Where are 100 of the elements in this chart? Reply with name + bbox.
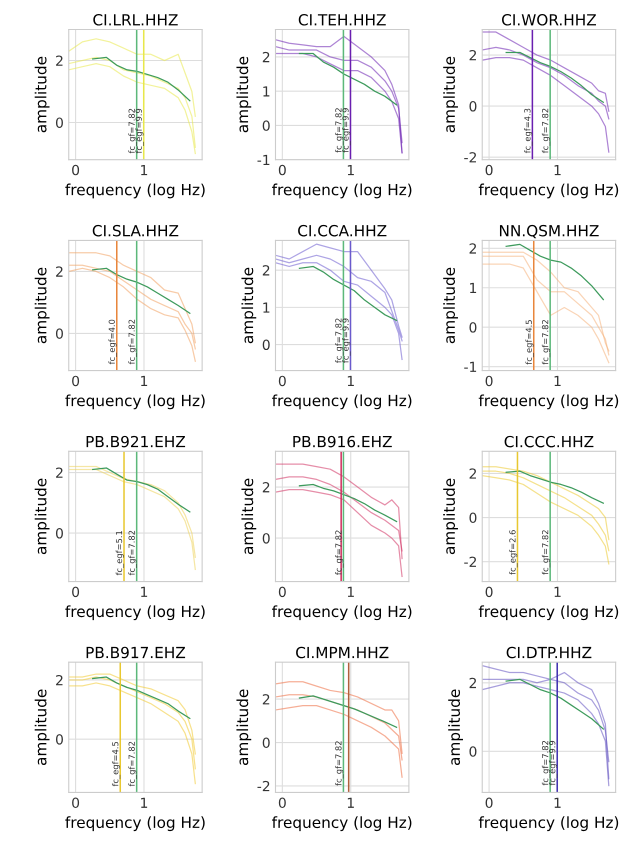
y-tick-label: 0	[469, 101, 476, 112]
chart-title: CI.SLA.HHZ	[92, 224, 178, 236]
annotation: fc_egf=9.9	[548, 740, 558, 786]
y-tick-label: 2	[470, 678, 476, 688]
chart-title: NN.QSM.HHZ	[500, 224, 599, 238]
y-axis-title: amplitude	[34, 690, 50, 766]
chart-title: CI.DTP.HHZ	[506, 646, 592, 658]
y-tick-label: 0	[262, 120, 270, 131]
x-axis-title: frequency (log Hz)	[478, 816, 618, 832]
y-axis-title: amplitude	[34, 478, 50, 554]
y-axis-title: amplitude	[34, 268, 50, 344]
y-tick-label: 1	[263, 86, 270, 96]
x-tick-label: 0	[486, 586, 493, 598]
y-tick-label: -2	[464, 152, 476, 162]
y-tick-label: 0	[262, 340, 270, 350]
x-axis-title: frequency (log Hz)	[65, 184, 205, 198]
y-tick-label: 2	[56, 467, 62, 478]
annotation: fc_gf=7.82	[335, 741, 344, 786]
x-axis-title: frequency (log Hz)	[478, 605, 618, 620]
y-axis-title: amplitude	[236, 690, 252, 766]
y-tick-label: 2	[262, 694, 270, 704]
annotation: fc_gf=7.82	[542, 320, 550, 364]
chart-title: CI.WOR.HHZ	[502, 14, 596, 26]
y-axis-title: amplitude	[443, 478, 458, 554]
x-axis-title: frequency (log Hz)	[272, 184, 412, 198]
x-tick-label: 1	[554, 376, 561, 386]
annotation: fc_egf=5.1	[116, 530, 124, 576]
x-tick-label: 0	[486, 164, 493, 176]
chart-title: CI.TEH.HHZ	[298, 14, 386, 26]
x-axis-title: frequency (log Hz)	[478, 184, 618, 198]
chart-title: CI.MPM.HHZ	[296, 646, 388, 658]
x-tick-label: 0	[72, 586, 80, 598]
x-tick-label: 1	[141, 376, 148, 386]
y-tick-label: 0	[56, 734, 63, 745]
y-tick-label: 0	[469, 322, 476, 333]
annotation: fc_egf=4.0	[108, 320, 117, 364]
y-tick-label: 1	[263, 302, 270, 313]
y-axis-title: amplitude	[236, 56, 252, 132]
annotation: fc_gf=7.82	[335, 530, 344, 575]
y-tick-label: 2	[56, 674, 62, 686]
chart-title: PB.B921.EHZ	[86, 436, 186, 448]
y-tick-label: 0	[262, 737, 270, 748]
chart-title: PB.B917.EHZ	[86, 646, 186, 658]
y-tick-label: 0	[56, 328, 63, 339]
chart-title: CI.LRL.HHZ	[93, 14, 178, 26]
y-tick-label: 2	[56, 55, 62, 66]
annotation: fc_egf=4.3	[524, 108, 532, 154]
y-axis-title: amplitude	[443, 56, 458, 132]
x-tick-label: 0	[278, 164, 286, 176]
annotation: fc_egf=4.5	[525, 320, 534, 364]
x-tick-label: 0	[486, 798, 493, 808]
y-axis-title: amplitude	[241, 478, 256, 554]
y-tick-label: 0	[262, 533, 270, 544]
annotation: fc_egf=2.6	[509, 530, 518, 575]
y-tick-label: 2	[262, 265, 270, 276]
x-axis-title: frequency (log Hz)	[272, 394, 412, 410]
annotation: fc_egf=4.5	[112, 742, 120, 786]
x-tick-label: 0	[72, 798, 80, 808]
x-axis-title: frequency (log Hz)	[65, 816, 205, 832]
y-tick-label: 2	[56, 266, 62, 277]
x-tick-label: 1	[554, 586, 561, 597]
x-tick-label: 0	[72, 376, 80, 386]
y-axis-title: amplitude	[241, 268, 256, 344]
x-tick-label: 0	[486, 376, 493, 386]
chart-title: CI.CCA.HHZ	[298, 224, 386, 236]
y-tick-label: 2	[470, 243, 476, 254]
y-tick-label: 2	[470, 50, 476, 60]
annotation: fc_gf=7.82	[335, 108, 344, 153]
y-tick-label: 2	[262, 52, 270, 62]
annotation: fc_gf=7.82	[128, 530, 137, 576]
y-tick-label: -1	[257, 154, 270, 165]
x-axis-title: frequency (log Hz)	[272, 816, 412, 832]
y-tick-label: -2	[464, 556, 476, 567]
annotation: fc_gf=7.82	[542, 740, 550, 786]
x-tick-label: 1	[554, 164, 561, 176]
annotation: fc_gf=7.82	[335, 318, 344, 363]
y-tick-label: -2	[257, 780, 270, 792]
x-tick-label: 1	[554, 798, 561, 808]
y-tick-label: -1	[464, 362, 476, 372]
x-tick-label: 1	[348, 586, 354, 597]
x-tick-label: 1	[348, 376, 354, 386]
x-axis-title: frequency (log Hz)	[272, 605, 412, 620]
x-tick-label: 1	[348, 164, 354, 176]
annotation: fc_gf=7.82	[128, 742, 137, 786]
x-tick-label: 0	[72, 164, 80, 176]
y-axis-title: amplitude	[443, 268, 458, 344]
chart-title: PB.B916.EHZ	[293, 436, 392, 448]
y-tick-label: 0	[469, 746, 476, 757]
x-tick-label: 0	[278, 798, 286, 808]
annotation: fc_gf=7.82	[128, 320, 137, 364]
y-axis-title: amplitude	[448, 690, 463, 766]
y-tick-label: 2	[470, 468, 476, 479]
annotation: fc_gf=7.82	[542, 108, 550, 154]
x-tick-label: 0	[278, 376, 286, 386]
chart-title: CI.CCC.HHZ	[504, 436, 594, 448]
y-tick-label: 2	[262, 482, 270, 492]
x-tick-label: 0	[278, 586, 286, 598]
annotation: fc_gf=7.82	[128, 108, 137, 154]
x-tick-label: 1	[141, 798, 148, 808]
x-axis-title: frequency (log Hz)	[478, 394, 618, 410]
